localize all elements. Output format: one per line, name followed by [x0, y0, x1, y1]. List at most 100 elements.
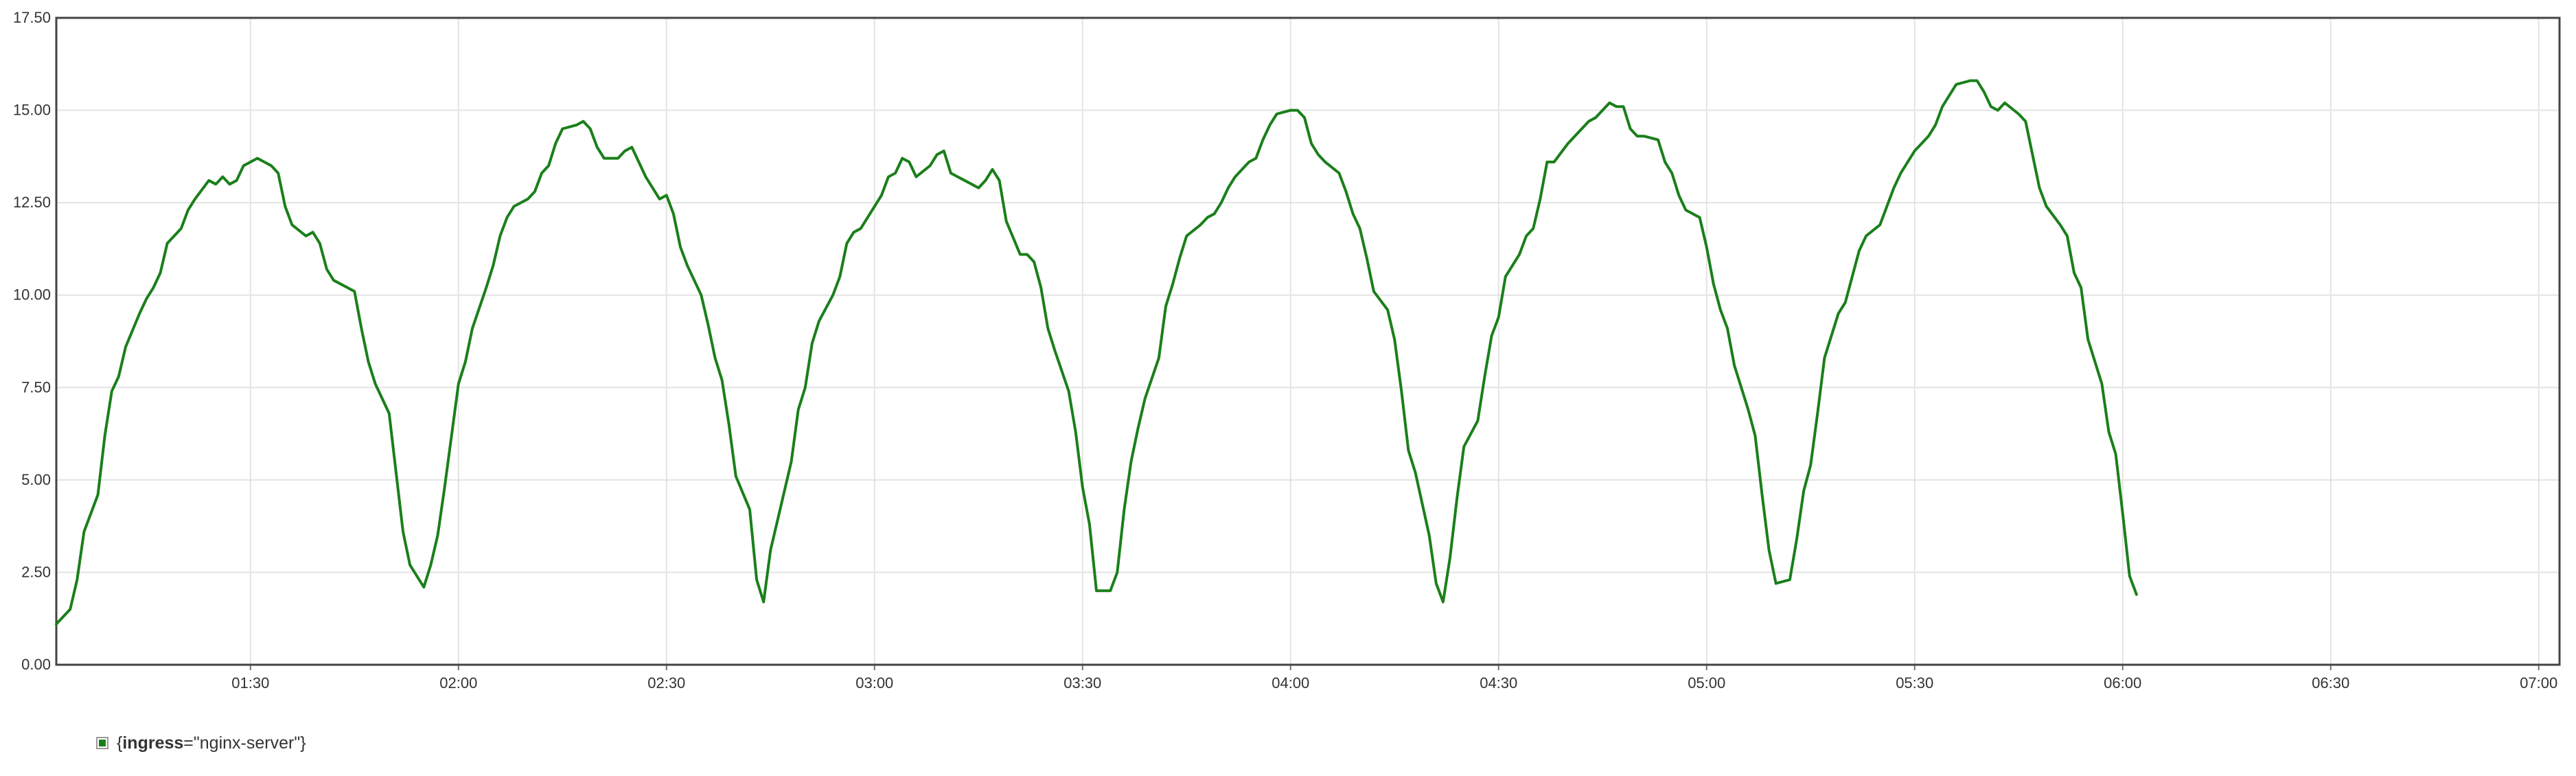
data-point[interactable]: [575, 124, 578, 126]
legend[interactable]: {ingress ="nginx-server"}: [96, 729, 306, 757]
data-point[interactable]: [1594, 116, 1597, 119]
data-point[interactable]: [776, 519, 779, 522]
data-point[interactable]: [818, 319, 820, 322]
data-point[interactable]: [69, 608, 71, 610]
data-point[interactable]: [1359, 227, 1361, 230]
data-point[interactable]: [2135, 593, 2138, 596]
data-point[interactable]: [1753, 434, 1756, 437]
data-point[interactable]: [1664, 161, 1666, 163]
data-point[interactable]: [97, 493, 100, 496]
data-point[interactable]: [325, 268, 328, 271]
data-point[interactable]: [402, 530, 404, 533]
data-point[interactable]: [984, 179, 987, 182]
data-point[interactable]: [1289, 109, 1292, 112]
data-point[interactable]: [513, 205, 516, 208]
data-point[interactable]: [804, 386, 807, 389]
data-point[interactable]: [2024, 120, 2027, 123]
data-point[interactable]: [1768, 549, 1771, 551]
data-point[interactable]: [748, 508, 751, 511]
data-point[interactable]: [943, 150, 945, 152]
data-point[interactable]: [1033, 260, 1035, 263]
data-point[interactable]: [998, 179, 1001, 182]
data-point[interactable]: [1269, 124, 1272, 126]
data-point[interactable]: [1643, 135, 1646, 137]
data-point[interactable]: [187, 209, 189, 212]
data-point[interactable]: [1303, 116, 1306, 119]
data-point[interactable]: [1553, 161, 1556, 163]
data-point[interactable]: [880, 194, 883, 196]
data-point[interactable]: [561, 128, 564, 130]
data-point[interactable]: [1324, 161, 1326, 163]
data-point[interactable]: [214, 183, 217, 185]
data-point[interactable]: [1622, 105, 1625, 108]
data-point[interactable]: [2059, 223, 2062, 226]
data-point[interactable]: [755, 578, 758, 581]
data-point[interactable]: [1934, 124, 1937, 126]
data-point[interactable]: [582, 120, 585, 123]
data-point[interactable]: [76, 578, 78, 581]
data-point[interactable]: [1352, 212, 1355, 215]
data-point[interactable]: [645, 176, 647, 179]
data-point[interactable]: [1393, 338, 1396, 341]
data-point[interactable]: [1123, 508, 1125, 511]
data-point[interactable]: [700, 294, 702, 297]
data-point[interactable]: [353, 290, 356, 293]
data-point[interactable]: [1366, 257, 1368, 260]
data-point[interactable]: [686, 264, 689, 267]
data-point[interactable]: [1386, 308, 1389, 311]
data-point[interactable]: [1276, 113, 1278, 115]
data-point[interactable]: [1414, 471, 1417, 474]
data-point[interactable]: [637, 161, 640, 163]
data-point[interactable]: [721, 379, 724, 382]
data-point[interactable]: [554, 142, 557, 145]
data-point[interactable]: [1885, 205, 1888, 208]
data-point[interactable]: [312, 231, 314, 233]
data-point[interactable]: [55, 623, 58, 626]
data-point[interactable]: [1345, 190, 1348, 193]
data-point[interactable]: [498, 235, 501, 238]
data-point[interactable]: [1053, 350, 1056, 352]
data-point[interactable]: [1865, 235, 1867, 238]
data-point[interactable]: [1712, 283, 1715, 286]
data-point[interactable]: [395, 471, 398, 474]
data-point[interactable]: [1761, 493, 1764, 496]
data-point[interactable]: [1137, 427, 1140, 430]
data-point[interactable]: [263, 161, 266, 163]
data-point[interactable]: [457, 383, 460, 385]
data-point[interactable]: [2108, 431, 2111, 433]
data-point[interactable]: [1081, 486, 1084, 489]
data-point[interactable]: [1587, 120, 1590, 123]
data-point[interactable]: [1941, 105, 1944, 108]
data-point[interactable]: [471, 327, 474, 330]
data-point[interactable]: [2128, 575, 2131, 578]
data-point[interactable]: [2031, 153, 2034, 156]
data-point[interactable]: [1545, 161, 1548, 163]
data-point[interactable]: [1497, 316, 1500, 319]
data-point[interactable]: [2073, 271, 2075, 274]
data-point[interactable]: [894, 172, 897, 174]
data-point[interactable]: [1296, 109, 1299, 112]
data-point[interactable]: [2115, 453, 2117, 455]
data-point[interactable]: [915, 176, 917, 179]
data-point[interactable]: [319, 242, 321, 244]
data-point[interactable]: [1615, 105, 1618, 108]
data-point[interactable]: [1400, 390, 1403, 393]
data-point[interactable]: [991, 168, 994, 171]
data-point[interactable]: [1837, 312, 1840, 315]
data-point[interactable]: [207, 179, 210, 182]
data-point[interactable]: [1261, 139, 1264, 141]
data-point[interactable]: [901, 157, 904, 160]
data-point[interactable]: [1574, 135, 1576, 137]
data-point[interactable]: [1074, 431, 1077, 433]
data-point[interactable]: [1476, 420, 1479, 422]
data-point[interactable]: [1171, 283, 1174, 286]
data-point[interactable]: [485, 286, 487, 289]
data-point[interactable]: [2121, 512, 2124, 514]
data-point[interactable]: [617, 157, 619, 160]
data-point[interactable]: [908, 161, 910, 163]
data-point[interactable]: [540, 172, 543, 174]
data-point[interactable]: [2045, 205, 2048, 208]
data-point[interactable]: [1948, 94, 1951, 97]
data-point[interactable]: [1026, 253, 1028, 256]
data-point[interactable]: [492, 264, 494, 267]
